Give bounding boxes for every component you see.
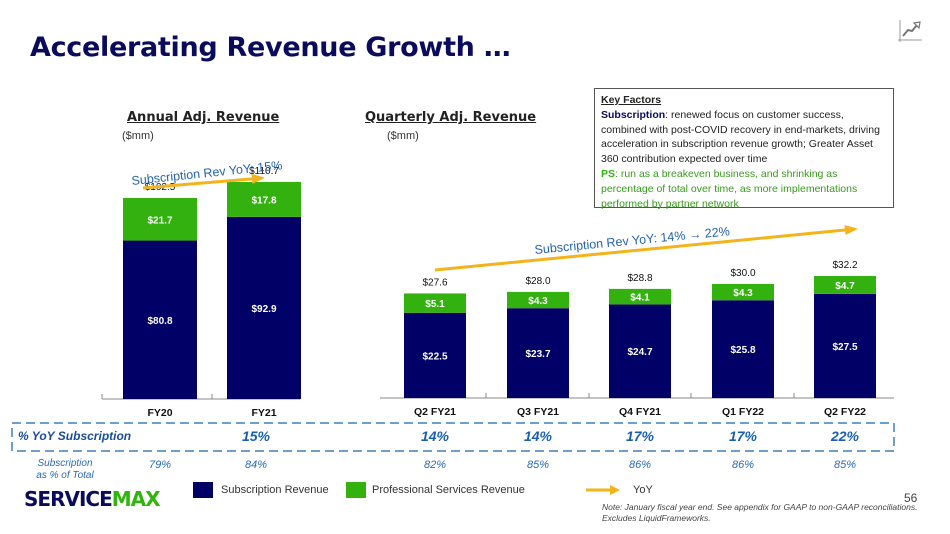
bar-subscription (123, 240, 197, 399)
bar-subscription (712, 300, 774, 398)
yoy-arrow-shaft (142, 176, 263, 190)
key-factor-subscription: Subscription: renewed focus on customer … (601, 108, 887, 167)
legend-swatch-ps (346, 482, 366, 498)
x-tick-label: Q2 FY21 (414, 406, 456, 418)
bar-total-label: $110.7 (249, 166, 279, 177)
x-tick-label: Q2 FY22 (824, 406, 866, 418)
subscription-pct-of-total-value: 86% (731, 459, 755, 471)
ps-text: : run as a breakeven business, and shrin… (601, 167, 858, 210)
bar-label-subscription: $23.7 (525, 349, 550, 360)
bar-label-ps: $4.1 (630, 293, 650, 304)
bar-professional-services (712, 283, 774, 301)
footnote-line2: Excludes LiquidFrameworks. (602, 513, 711, 523)
bar-total-label: $28.8 (627, 273, 652, 284)
annual-chart-title: Annual Adj. Revenue (127, 110, 280, 125)
yoy-arrow-shaft (434, 227, 856, 272)
yoy-arrow-head (251, 173, 265, 184)
bar-label-subscription: $22.5 (422, 351, 447, 362)
bar-label-ps: $4.3 (528, 296, 548, 307)
subscription-pct-of-total-value: 85% (833, 459, 857, 471)
bar-total-label: $27.6 (422, 277, 447, 288)
bar-subscription (404, 312, 466, 398)
bar-label-ps: $4.7 (835, 281, 855, 292)
bar-subscription (227, 216, 301, 399)
logo-service: SERVICE (24, 487, 113, 511)
yoy-row-label: % YoY Subscription (18, 429, 132, 443)
bar-label-subscription: $25.8 (730, 345, 755, 356)
bar-label-subscription: $24.7 (627, 347, 652, 358)
quarterly-chart: $22.5 $5.1 $27.6 Q2 FY21 $23.7 $4.3 $28.0 Q3 FY… (380, 260, 894, 418)
bar-label-ps: $4.3 (733, 288, 753, 299)
servicemax-logo: SERVICEMAX (24, 487, 161, 511)
yoy-subscription-value: 15% (241, 428, 271, 444)
subscription-pct-of-total-value: 86% (628, 459, 652, 471)
logo-max: MAX (111, 487, 161, 511)
x-tick-label: Q4 FY21 (619, 406, 661, 418)
page-title: Accelerating Revenue Growth … (30, 32, 511, 63)
footnote: Note: January fiscal year end. See appen… (602, 502, 917, 524)
yoy-arrow-head (844, 224, 858, 235)
x-tick-label: Q3 FY21 (517, 406, 559, 418)
bar-professional-services (814, 276, 876, 294)
yoy-subscription-value: 14% (420, 428, 450, 444)
x-tick-label: Q1 FY22 (722, 406, 764, 418)
bar-professional-services (609, 288, 671, 305)
quarterly-yoy-arrow (434, 224, 858, 272)
yoy-subscription-value: 14% (523, 428, 553, 444)
bar-professional-services (123, 198, 197, 241)
x-tick-label: FY21 (251, 407, 276, 419)
subscription-pct-of-total-value: 85% (526, 459, 550, 471)
yoy-row-box (11, 422, 895, 452)
bar-total-label: $30.0 (730, 268, 755, 279)
subscription-pct-of-total-value: 79% (148, 459, 172, 471)
bar-label-ps: $21.7 (147, 215, 172, 226)
bar-label-ps: $5.1 (425, 299, 445, 310)
bar-professional-services (227, 181, 301, 217)
legend-label-ps: Professional Services Revenue (372, 484, 525, 496)
subscription-text: : renewed focus on customer success, com… (601, 108, 880, 166)
bar-subscription (609, 304, 671, 398)
bar-subscription (814, 293, 876, 398)
legend-yoy-arrow-icon (586, 485, 620, 495)
bar-total-label: $28.0 (525, 276, 550, 287)
ps-label: PS (601, 167, 616, 180)
bar-professional-services (507, 291, 569, 309)
growth-chart-icon (898, 20, 922, 42)
annual-yoy-arrow (142, 173, 265, 190)
legend-label-yoy: YoY (633, 484, 653, 496)
yoy-subscription-value: 17% (625, 428, 655, 444)
x-tick-label: FY20 (147, 407, 172, 419)
key-factors-title: Key Factors (601, 94, 662, 106)
annual-chart-unit: ($mm) (122, 130, 154, 142)
bar-label-ps: $17.8 (251, 195, 276, 206)
quarterly-chart-title: Quarterly Adj. Revenue (365, 110, 537, 125)
key-factor-ps: PS: run as a breakeven business, and shr… (601, 167, 887, 211)
key-factors-box: Key Factors Subscription: renewed focus … (594, 88, 894, 211)
subscription-pct-of-total-value: 84% (244, 459, 268, 471)
bar-subscription (507, 308, 569, 398)
bar-label-subscription: $92.9 (251, 304, 276, 315)
legend-label-subscription: Subscription Revenue (221, 484, 329, 496)
yoy-subscription-value: 22% (830, 428, 860, 444)
bar-professional-services (404, 293, 466, 313)
sub-pct-label-line2: as % of Total (36, 470, 94, 481)
page-number: 56 (904, 491, 918, 505)
quarterly-chart-unit: ($mm) (387, 130, 419, 142)
sub-pct-row-label: Subscription as % of Total (25, 458, 105, 482)
bar-total-label: $32.2 (832, 260, 857, 271)
legend-swatch-subscription (193, 482, 213, 498)
sub-pct-label-line1: Subscription (37, 458, 93, 469)
subscription-pct-of-total-value: 82% (423, 459, 447, 471)
subscription-label: Subscription (601, 108, 666, 121)
bar-label-subscription: $27.5 (832, 342, 857, 353)
bar-label-subscription: $80.8 (147, 316, 172, 327)
yoy-subscription-value: 17% (728, 428, 758, 444)
footnote-line1: Note: January fiscal year end. See appen… (602, 502, 918, 512)
